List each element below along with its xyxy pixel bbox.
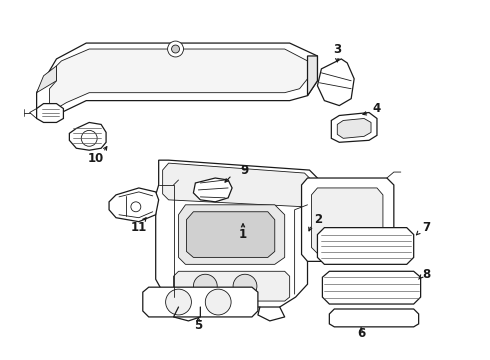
Polygon shape [37, 104, 63, 122]
Polygon shape [318, 228, 414, 264]
Circle shape [194, 274, 217, 298]
Polygon shape [37, 66, 56, 93]
Polygon shape [331, 113, 377, 142]
Polygon shape [163, 163, 312, 207]
Polygon shape [70, 122, 106, 150]
Polygon shape [337, 118, 371, 138]
Text: 3: 3 [333, 42, 342, 55]
Polygon shape [322, 271, 420, 304]
Text: 10: 10 [88, 152, 104, 165]
Circle shape [81, 130, 97, 146]
Polygon shape [178, 205, 285, 264]
Circle shape [205, 289, 231, 315]
Polygon shape [37, 43, 318, 118]
Polygon shape [49, 49, 308, 109]
Polygon shape [312, 188, 383, 253]
Text: 5: 5 [194, 319, 202, 332]
Text: 2: 2 [315, 213, 322, 226]
Circle shape [166, 289, 192, 315]
Polygon shape [308, 56, 318, 96]
Text: 9: 9 [240, 163, 248, 176]
Polygon shape [156, 160, 318, 307]
Polygon shape [143, 287, 258, 317]
Circle shape [233, 274, 257, 298]
Polygon shape [318, 59, 354, 105]
Circle shape [172, 45, 179, 53]
Text: 4: 4 [373, 102, 381, 115]
Text: 6: 6 [357, 327, 365, 340]
Polygon shape [329, 309, 418, 327]
Polygon shape [173, 271, 290, 301]
Polygon shape [194, 178, 232, 202]
Circle shape [168, 41, 183, 57]
Text: 7: 7 [422, 221, 431, 234]
Text: 11: 11 [131, 221, 147, 234]
Text: 1: 1 [239, 228, 247, 241]
Text: 8: 8 [422, 268, 431, 281]
Polygon shape [301, 178, 394, 261]
Circle shape [131, 202, 141, 212]
Polygon shape [109, 188, 159, 222]
Polygon shape [187, 212, 275, 257]
